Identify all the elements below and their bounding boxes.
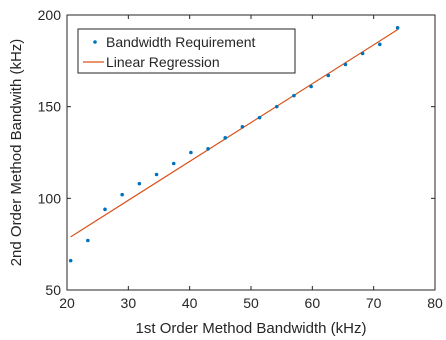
legend-entry-bandwidth-requirement: Bandwidth Requirement [106,34,256,50]
data-point [137,181,142,186]
x-tick-label: 80 [427,295,443,311]
data-point [378,42,382,47]
y-tick-label: 100 [38,190,62,206]
data-point [274,104,279,109]
x-axis-label: 1st Order Method Bandwidth (kHz) [136,320,367,337]
data-point [309,84,313,89]
data-point [68,258,73,263]
legend: Bandwidth Requirement Linear Regression [77,28,296,74]
y-axis-label: 2nd Order Method Bandwith (kHz) [8,39,25,267]
legend-marker-bandwidth-requirement [93,40,97,44]
legend-entry-linear-regression: Linear Regression [106,54,220,70]
y-tick-label: 200 [38,7,62,23]
legend-box [77,28,296,74]
data-point [360,51,365,56]
series-marks [68,26,400,263]
data-point [103,207,107,212]
y-tick-label: 50 [45,282,61,298]
data-point [326,73,331,78]
data-point [240,125,245,129]
x-tick-label: 40 [182,295,198,311]
data-point [120,192,124,197]
y-tick-label: 150 [38,99,62,115]
regression-line [70,29,398,238]
data-point [257,115,262,120]
x-tick-label: 50 [243,295,259,311]
data-point [154,172,159,177]
x-tick-label: 60 [305,295,321,311]
x-tick-label: 30 [121,295,137,311]
data-point [223,136,228,140]
axis-tick-labels: 20 30 40 50 60 70 80 50 100 150 200 [38,7,443,311]
data-point [189,150,193,155]
data-point [86,238,90,243]
data-point [343,62,348,67]
x-tick-label: 20 [59,295,75,311]
x-tick-label: 70 [366,295,382,311]
data-point [171,161,176,166]
data-point [292,93,296,98]
data-point [395,26,400,30]
axis-ticks [66,14,436,291]
data-point [206,147,210,151]
